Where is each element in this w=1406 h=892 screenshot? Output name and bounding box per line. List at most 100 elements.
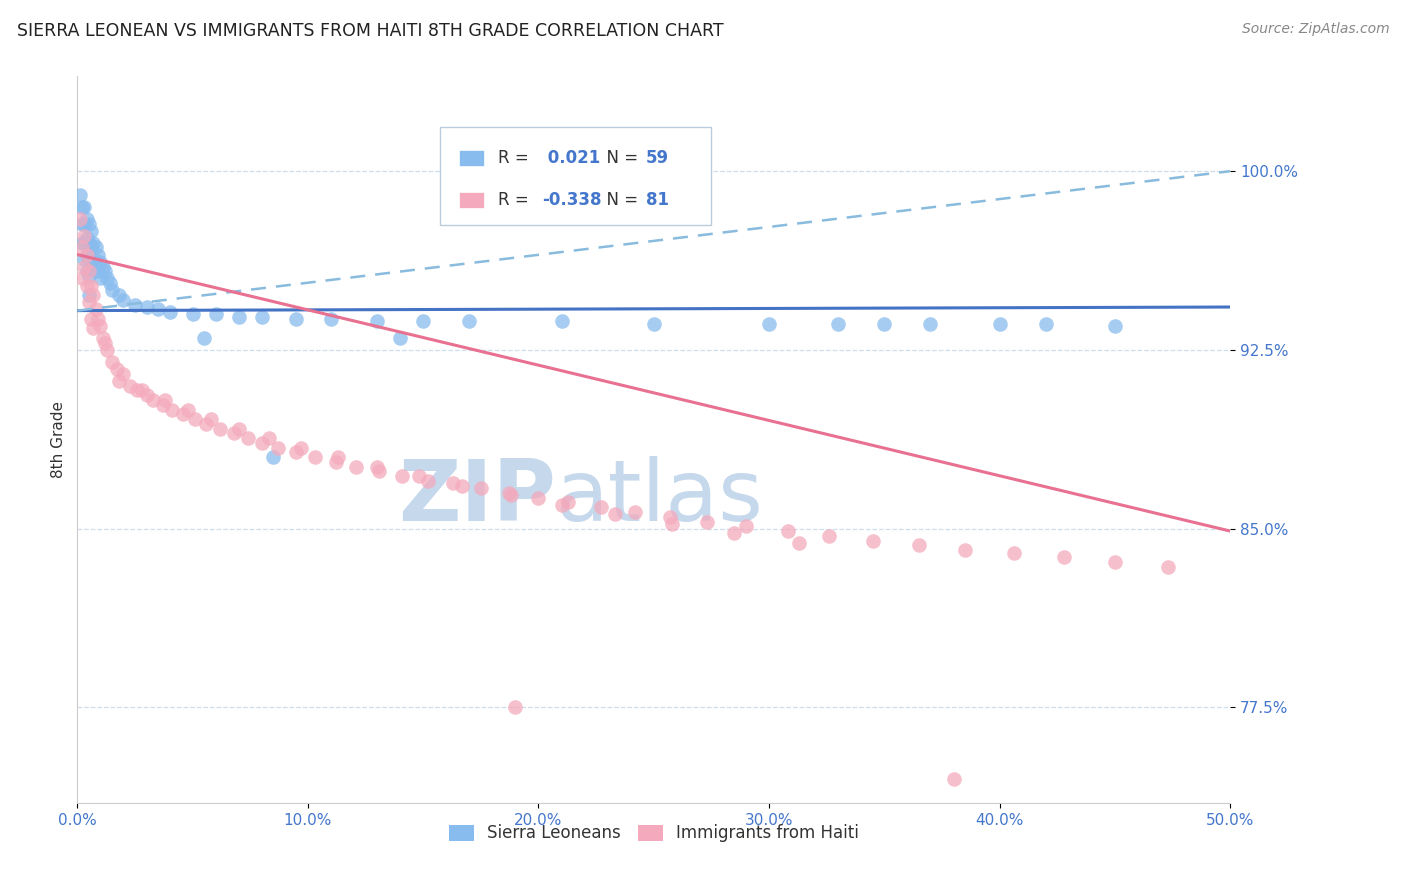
Point: [153, 392, 176, 407]
Point: [389, 331, 412, 345]
Text: R =: R =: [498, 149, 534, 167]
Point: [84, 260, 107, 274]
Point: [77, 268, 100, 283]
Point: [290, 441, 312, 455]
Point: [69, 211, 91, 226]
Point: [195, 417, 218, 431]
Point: [758, 317, 780, 331]
Point: [80, 224, 103, 238]
Point: [285, 312, 308, 326]
Point: [696, 515, 718, 529]
Point: [69, 188, 91, 202]
Text: atlas: atlas: [555, 456, 763, 539]
Point: [89, 271, 111, 285]
Point: [82, 252, 104, 267]
Point: [527, 491, 550, 505]
Point: [181, 307, 204, 321]
Point: [76, 231, 98, 245]
Point: [1104, 555, 1126, 569]
Point: [124, 298, 146, 312]
Point: [80, 278, 103, 293]
Point: [101, 355, 124, 369]
Point: [325, 455, 347, 469]
Point: [70, 240, 93, 254]
Point: [1157, 559, 1180, 574]
Point: [127, 384, 149, 398]
Point: [224, 426, 246, 441]
Point: [304, 450, 326, 465]
Point: [267, 441, 290, 455]
Point: [787, 536, 810, 550]
Point: [76, 264, 98, 278]
Point: [368, 465, 391, 479]
Text: Source: ZipAtlas.com: Source: ZipAtlas.com: [1241, 22, 1389, 37]
Point: [228, 310, 250, 324]
Point: [82, 235, 104, 250]
Point: [73, 217, 96, 231]
Point: [96, 343, 118, 357]
Point: [108, 374, 131, 388]
Point: [344, 459, 367, 474]
Point: [76, 247, 98, 261]
Point: [112, 293, 135, 307]
Point: [257, 431, 280, 445]
Point: [77, 264, 100, 278]
Point: [499, 488, 522, 502]
Point: [416, 474, 439, 488]
Point: [91, 331, 114, 345]
Point: [77, 235, 100, 250]
Point: [82, 321, 104, 335]
Point: [120, 378, 142, 392]
Point: [920, 317, 942, 331]
Point: [87, 312, 110, 326]
Text: 59: 59: [645, 149, 669, 167]
Point: [827, 317, 849, 331]
Text: SIERRA LEONEAN VS IMMIGRANTS FROM HAITI 8TH GRADE CORRELATION CHART: SIERRA LEONEAN VS IMMIGRANTS FROM HAITI …: [17, 22, 724, 40]
Point: [80, 240, 103, 254]
Point: [91, 260, 114, 274]
Point: [108, 288, 131, 302]
Point: [87, 264, 110, 278]
Text: N =: N =: [596, 191, 644, 210]
Point: [77, 252, 100, 267]
Point: [184, 412, 207, 426]
FancyBboxPatch shape: [458, 193, 484, 209]
Point: [135, 388, 157, 402]
Point: [391, 469, 413, 483]
Point: [862, 533, 884, 548]
Point: [723, 526, 745, 541]
Point: [112, 367, 135, 381]
Point: [94, 335, 117, 350]
Point: [319, 312, 342, 326]
Point: [146, 302, 169, 317]
Point: [285, 445, 308, 459]
FancyBboxPatch shape: [440, 127, 711, 225]
Point: [70, 200, 93, 214]
Point: [172, 407, 194, 421]
Point: [177, 402, 200, 417]
Point: [228, 421, 250, 435]
Point: [658, 509, 681, 524]
Point: [250, 310, 273, 324]
Point: [80, 312, 103, 326]
Point: [498, 486, 520, 500]
Point: [84, 302, 107, 317]
Point: [366, 314, 388, 328]
Point: [70, 271, 93, 285]
Point: [661, 516, 683, 531]
Point: [209, 421, 232, 435]
Point: [152, 398, 174, 412]
Point: [94, 264, 117, 278]
Point: [77, 217, 100, 231]
Text: N =: N =: [596, 149, 644, 167]
Point: [77, 288, 100, 302]
Point: [76, 211, 98, 226]
Legend: Sierra Leoneans, Immigrants from Haiti: Sierra Leoneans, Immigrants from Haiti: [441, 818, 866, 849]
Point: [98, 276, 121, 290]
Point: [643, 317, 665, 331]
Point: [505, 700, 527, 714]
Point: [236, 431, 259, 445]
Point: [451, 479, 474, 493]
Point: [76, 278, 98, 293]
Point: [73, 260, 96, 274]
